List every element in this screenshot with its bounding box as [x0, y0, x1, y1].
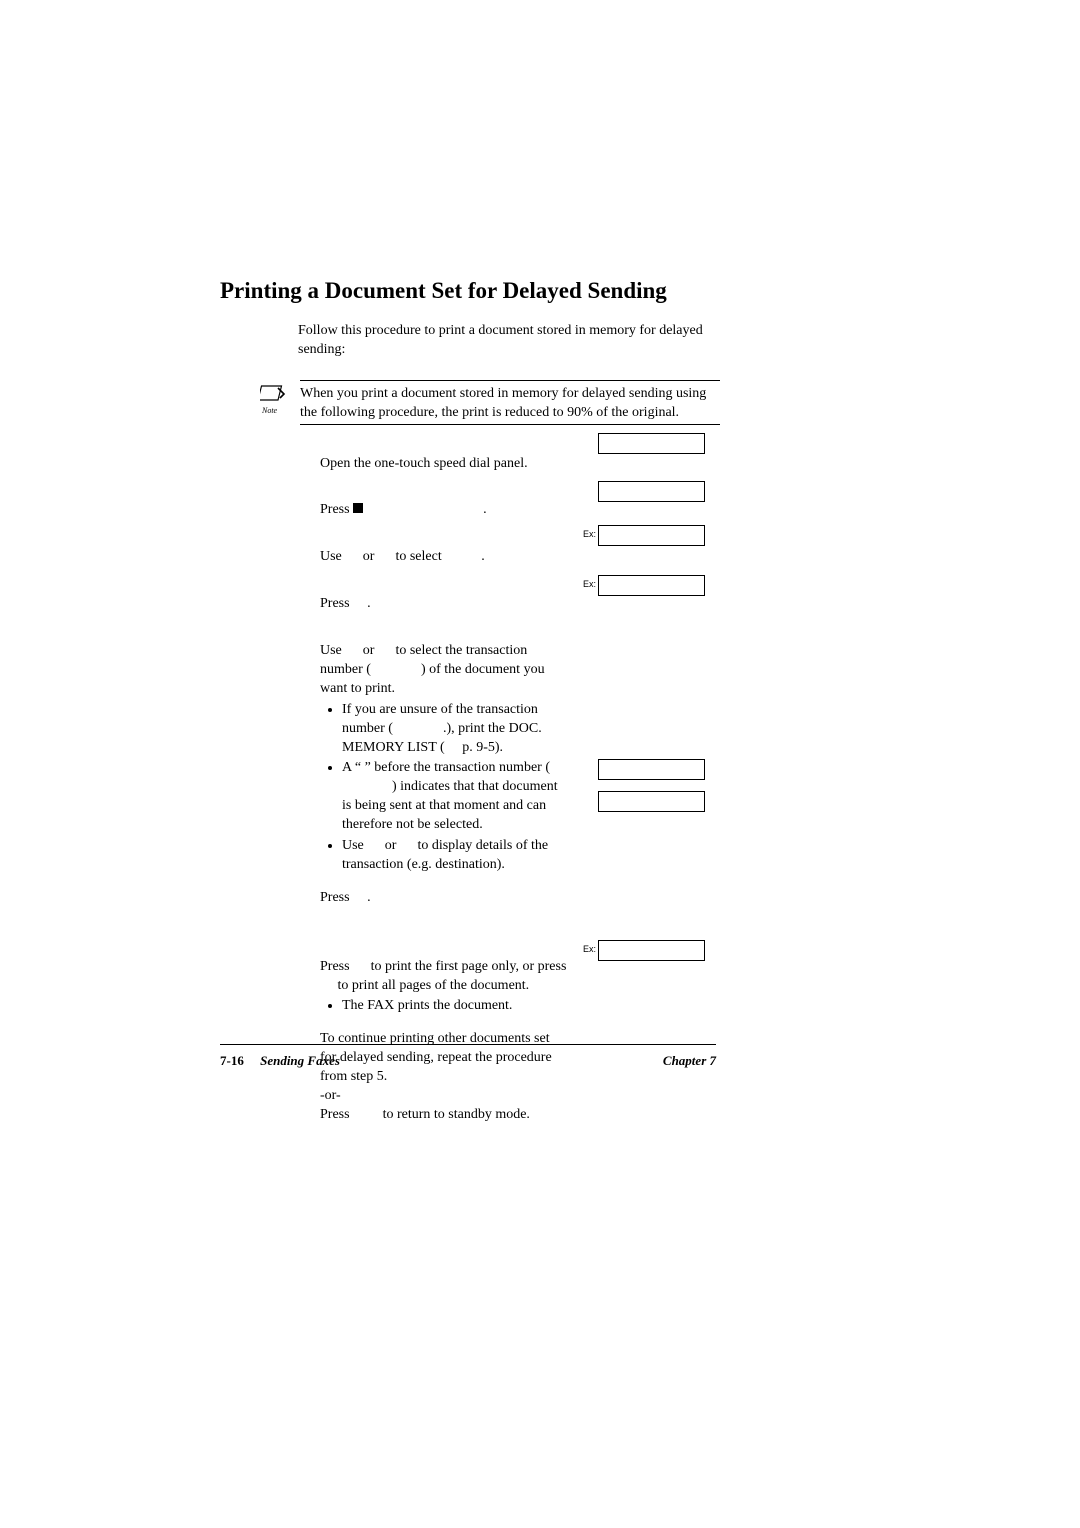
step-8-text-b: -or-	[320, 1087, 568, 1106]
lcd-box	[598, 481, 705, 502]
note-callout: Note When you print a document stored in…	[250, 380, 716, 429]
step-7-text-a: Press	[320, 959, 353, 974]
footer-left: 7-16 Sending Faxes	[220, 1053, 340, 1069]
intro-paragraph: Follow this procedure to print a documen…	[298, 322, 716, 360]
footer-section-title: Sending Faxes	[260, 1053, 340, 1068]
step-3-text-b: or	[359, 549, 378, 564]
note-rule-bottom	[300, 424, 720, 425]
step-5-bullet-2: A “ ” before the transaction number () i…	[342, 759, 568, 835]
step-7-bullet-1: The FAX prints the document.	[342, 997, 568, 1016]
lcd-display-2	[598, 481, 705, 502]
step-3-text-c: to select	[392, 549, 445, 564]
lcd-display-1	[598, 433, 705, 454]
step-5-text-a: Use	[320, 643, 345, 658]
note-icon-label: Note	[262, 406, 277, 415]
step-3-text-a: Use	[320, 549, 345, 564]
step-7-bullets: The FAX prints the document.	[342, 997, 568, 1016]
page-title: Printing a Document Set for Delayed Send…	[220, 278, 716, 304]
step-3-text-d: .	[481, 549, 485, 564]
step-6-text-a: Press	[320, 890, 353, 905]
lcd-display-6	[598, 791, 705, 812]
step-4-text-b: .	[367, 596, 371, 611]
step-1: Open the one-touch speed dial panel.	[320, 455, 568, 474]
footer-chapter: Chapter 7	[663, 1053, 716, 1069]
step-6: Press .	[320, 889, 568, 908]
lcd-box	[598, 525, 705, 546]
lcd-display-4: Ex:	[598, 575, 705, 596]
step-5-bullets: If you are unsure of the transaction num…	[342, 701, 568, 875]
step-5-text-b: or	[359, 643, 378, 658]
note-icon	[260, 384, 286, 406]
lcd-box	[598, 940, 705, 961]
page-footer: 7-16 Sending Faxes Chapter 7	[220, 1044, 716, 1069]
step-5: Use or to select the transaction number …	[320, 642, 568, 875]
step-7: Press to print the first page only, or p…	[320, 958, 568, 1017]
ex-label: Ex:	[583, 579, 596, 589]
step-7-text-c: to print all pages of the document.	[334, 978, 529, 993]
lcd-box	[598, 791, 705, 812]
note-rule-top	[300, 380, 720, 381]
lcd-display-3: Ex:	[598, 525, 705, 546]
step-5-bullet-3: Use or to display details of the transac…	[342, 837, 568, 875]
note-text: When you print a document stored in memo…	[300, 380, 710, 429]
step-1-text: Open the one-touch speed dial panel.	[320, 456, 528, 471]
step-3: Use or to select .	[320, 548, 568, 567]
footer-rule	[220, 1044, 716, 1045]
step-5-bullet-1: If you are unsure of the transaction num…	[342, 701, 568, 758]
step-4-text-a: Press	[320, 596, 353, 611]
footer-row: 7-16 Sending Faxes Chapter 7	[220, 1053, 716, 1069]
step-2-text-b: .	[483, 502, 487, 517]
footer-page-number: 7-16	[220, 1053, 244, 1068]
lcd-display-5	[598, 759, 705, 780]
step-7-text-b: to print the first page only, or press	[367, 959, 566, 974]
steps-list: Open the one-touch speed dial panel. Pre…	[320, 455, 568, 1125]
ex-label: Ex:	[583, 529, 596, 539]
step-6-text-b: .	[367, 890, 371, 905]
lcd-box	[598, 575, 705, 596]
ex-label: Ex:	[583, 944, 596, 954]
step-8-text-cd: Press to return to standby mode.	[320, 1106, 568, 1125]
square-icon	[353, 503, 363, 513]
step-4: Press .	[320, 595, 568, 614]
step-2: Press .	[320, 501, 568, 520]
lcd-display-7: Ex:	[598, 940, 705, 961]
lcd-box	[598, 433, 705, 454]
step-2-text-a: Press	[320, 502, 353, 517]
page-content: Printing a Document Set for Delayed Send…	[220, 278, 716, 1153]
lcd-box	[598, 759, 705, 780]
